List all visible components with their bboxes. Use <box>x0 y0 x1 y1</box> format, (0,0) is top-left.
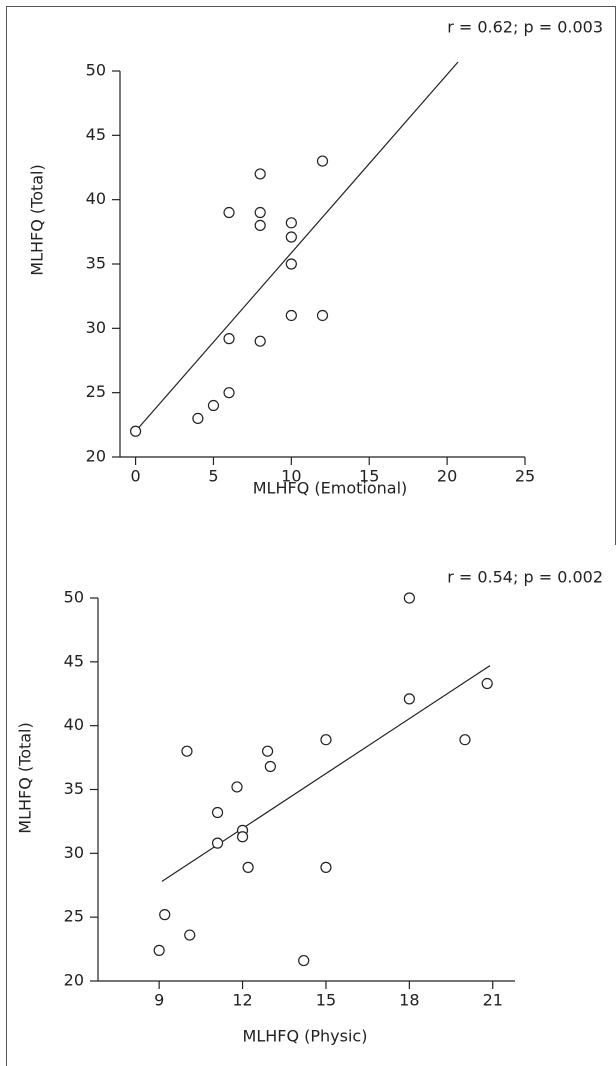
y-tick-label: 50 <box>64 588 84 607</box>
point <box>298 954 310 967</box>
x-tick-label: 9 <box>154 991 164 1010</box>
point <box>403 693 415 705</box>
y-axis-label: MLHFQ (Total) <box>16 722 35 833</box>
point <box>236 831 249 843</box>
point <box>285 217 297 229</box>
y-tick-label: 50 <box>86 61 106 80</box>
y-tick-label: 20 <box>64 971 84 990</box>
point <box>403 592 415 604</box>
point <box>285 309 297 322</box>
point <box>254 219 266 231</box>
x-axis-label: MLHFQ (Emotional) <box>253 479 408 498</box>
point <box>211 837 224 849</box>
x-tick-label: 15 <box>316 991 336 1010</box>
y-tick-label: 30 <box>86 318 106 337</box>
point <box>207 399 220 412</box>
point <box>181 745 193 757</box>
y-tick-label: 35 <box>86 254 106 273</box>
point <box>153 944 165 956</box>
x-tick-label: 0 <box>130 467 140 486</box>
y-tick-label: 20 <box>86 447 106 466</box>
point <box>254 168 266 180</box>
y-tick-label: 35 <box>64 779 84 798</box>
x-axis-label: MLHFQ (Physic) <box>243 1027 368 1046</box>
point <box>320 734 332 746</box>
point <box>320 861 332 873</box>
point <box>316 309 329 322</box>
x-tick-label: 5 <box>208 467 218 486</box>
y-tick-label: 30 <box>64 843 84 862</box>
y-axis-label: MLHFQ (Total) <box>28 164 47 275</box>
annotation: r = 0.62; p = 0.003 <box>447 18 603 37</box>
x-tick-label: 15 <box>359 467 379 486</box>
fit-line <box>135 61 459 432</box>
y-tick-label: 40 <box>64 715 84 734</box>
fit-line <box>161 665 491 882</box>
point <box>254 206 266 219</box>
point <box>211 806 224 819</box>
y-tick-label: 25 <box>64 907 84 926</box>
point <box>129 425 142 437</box>
y-tick-label: 25 <box>86 382 106 401</box>
point <box>264 760 276 773</box>
y-tick-label: 40 <box>86 189 106 208</box>
point <box>459 734 471 746</box>
y-tick-label: 45 <box>64 651 84 670</box>
point <box>481 677 493 690</box>
x-tick-label: 21 <box>483 991 503 1010</box>
point <box>223 333 235 345</box>
point <box>242 861 254 873</box>
annotation: r = 0.54; p = 0.002 <box>447 568 603 587</box>
x-tick-label: 18 <box>399 991 419 1010</box>
y-tick-label: 45 <box>86 125 106 144</box>
point <box>223 387 235 399</box>
point <box>261 745 274 757</box>
point <box>285 231 297 243</box>
x-tick-label: 12 <box>232 991 252 1010</box>
point <box>223 206 235 219</box>
point <box>285 258 297 270</box>
x-tick-label: 20 <box>437 467 457 486</box>
point <box>159 909 171 921</box>
point <box>184 929 196 941</box>
point <box>231 781 243 793</box>
point <box>316 155 329 167</box>
x-tick-label: 10 <box>281 467 301 486</box>
point <box>192 412 204 424</box>
point <box>254 335 266 347</box>
x-tick-label: 25 <box>515 467 535 486</box>
